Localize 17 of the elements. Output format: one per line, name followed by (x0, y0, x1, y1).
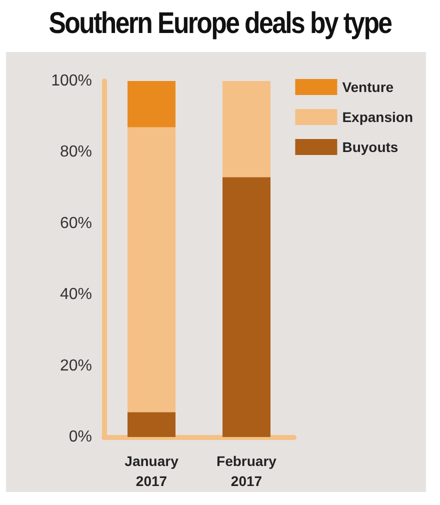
bar (222, 81, 270, 178)
bar (128, 412, 176, 437)
legend-label: Expansion (342, 109, 414, 125)
x-tick-label: February 2017 (216, 453, 277, 489)
y-tick-label: 80% (60, 144, 92, 161)
y-tick-label: 100% (51, 72, 92, 90)
y-tick-label: 0% (68, 428, 92, 446)
x-tick-label: January 2017 (124, 453, 179, 489)
legend-label: Venture (342, 79, 394, 95)
bar (128, 81, 176, 128)
y-tick-label: 60% (60, 214, 92, 232)
bar (128, 127, 176, 412)
bar (222, 177, 270, 437)
y-tick-label: 40% (60, 286, 92, 304)
chart-title: Southern Europe deals by type (48, 6, 392, 42)
y-tick-label: 20% (60, 357, 92, 374)
legend-label: Buyouts (342, 139, 398, 155)
